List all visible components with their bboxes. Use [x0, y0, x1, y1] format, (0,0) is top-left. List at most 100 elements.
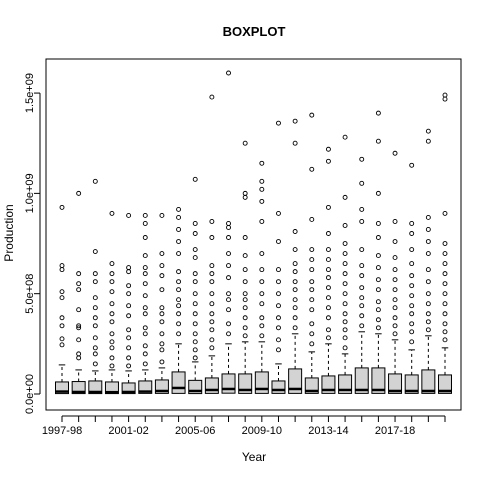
box-group: [88, 178, 103, 395]
outlier-point: [159, 347, 165, 353]
outlier-point: [226, 297, 231, 303]
outlier-point: [176, 303, 182, 309]
box-body: [88, 380, 103, 395]
outlier-point: [76, 351, 82, 357]
outlier-point: [392, 331, 398, 337]
outlier-point: [392, 287, 398, 293]
outlier-point: [209, 235, 215, 240]
outlier-point: [209, 263, 215, 269]
outlier-point: [142, 305, 148, 311]
outlier-point: [92, 315, 98, 321]
outlier-point: [226, 70, 231, 76]
box-body: [304, 377, 319, 394]
box-group: [171, 206, 186, 394]
outlier-point: [425, 311, 431, 317]
outlier-point: [425, 301, 431, 307]
outlier-point: [409, 283, 415, 289]
outlier-point: [192, 271, 198, 277]
outlier-point: [159, 263, 165, 269]
outlier-point: [76, 325, 82, 331]
outlier-point: [359, 219, 365, 224]
box-group: [421, 128, 436, 394]
outlier-point: [192, 176, 198, 182]
outlier-point: [226, 321, 231, 327]
outlier-point: [276, 279, 281, 285]
outlier-point: [192, 347, 198, 353]
outlier-point: [126, 327, 132, 333]
outlier-point: [92, 249, 98, 255]
outlier-point: [109, 355, 115, 361]
outlier-point: [409, 329, 415, 335]
outlier-point: [292, 287, 298, 293]
outlier-point: [109, 289, 115, 295]
box-body: [288, 368, 303, 394]
outlier-point: [109, 301, 115, 307]
box-body: [388, 373, 403, 394]
outlier-point: [292, 261, 298, 267]
outlier-point: [309, 297, 315, 303]
box-body: [121, 382, 136, 395]
outlier-point: [292, 247, 298, 252]
outlier-point: [209, 301, 215, 307]
x-tick-label: 1997-98: [42, 425, 82, 437]
outlier-point: [342, 194, 348, 200]
box-body: [104, 381, 119, 395]
outlier-point: [375, 277, 381, 283]
outlier-point: [325, 275, 331, 281]
box-body: [271, 380, 286, 394]
outlier-point: [342, 335, 348, 341]
box-group: [204, 94, 219, 394]
outlier-point: [142, 311, 148, 317]
outlier-point: [109, 210, 115, 216]
outlier-point: [259, 301, 265, 307]
outlier-point: [76, 323, 82, 329]
outlier-point: [292, 229, 298, 234]
outlier-point: [409, 303, 415, 309]
y-tick-label: 1.0e+09: [24, 173, 36, 213]
outlier-point: [359, 295, 365, 301]
outlier-point: [309, 247, 315, 252]
outlier-point: [425, 214, 431, 220]
outlier-point: [92, 279, 98, 285]
outlier-point: [242, 235, 248, 240]
outlier-point: [342, 251, 348, 257]
outlier-point: [209, 291, 215, 297]
outlier-point: [375, 138, 381, 144]
outlier-point: [192, 279, 198, 285]
box-body: [238, 373, 253, 394]
box-group: [288, 118, 303, 394]
outlier-point: [276, 347, 281, 353]
outlier-point: [276, 239, 281, 244]
outlier-point: [59, 289, 65, 295]
box-group: [271, 120, 286, 394]
outlier-point: [342, 281, 348, 287]
outlier-point: [59, 267, 65, 273]
outlier-point: [142, 212, 148, 218]
outlier-point: [309, 331, 315, 337]
outlier-point: [192, 255, 198, 261]
outlier-point: [409, 162, 415, 168]
outlier-point: [375, 190, 381, 196]
y-tick-label: 5.0e+08: [24, 274, 36, 314]
outlier-point: [442, 329, 448, 335]
outlier-point: [425, 138, 431, 144]
x-axis: 1997-98 2001-02 2005-06 2009-10 2013-14 2017-…: [42, 415, 446, 437]
outlier-point: [159, 273, 165, 279]
outlier-point: [276, 210, 281, 216]
outlier-point: [276, 315, 281, 321]
x-tick-label: 2001-02: [108, 425, 148, 437]
outlier-point: [375, 265, 381, 271]
outlier-point: [242, 291, 248, 297]
y-tick-label: 1.5e+09: [24, 73, 36, 113]
outlier-point: [342, 327, 348, 333]
outlier-point: [126, 345, 132, 351]
outlier-point: [159, 341, 165, 347]
outlier-point: [192, 331, 198, 337]
outlier-point: [409, 231, 415, 236]
outlier-point: [92, 323, 98, 329]
outlier-point: [209, 271, 215, 277]
box-body: [438, 374, 452, 394]
outlier-point: [76, 307, 82, 313]
outlier-point: [425, 319, 431, 325]
outlier-point: [109, 345, 115, 351]
